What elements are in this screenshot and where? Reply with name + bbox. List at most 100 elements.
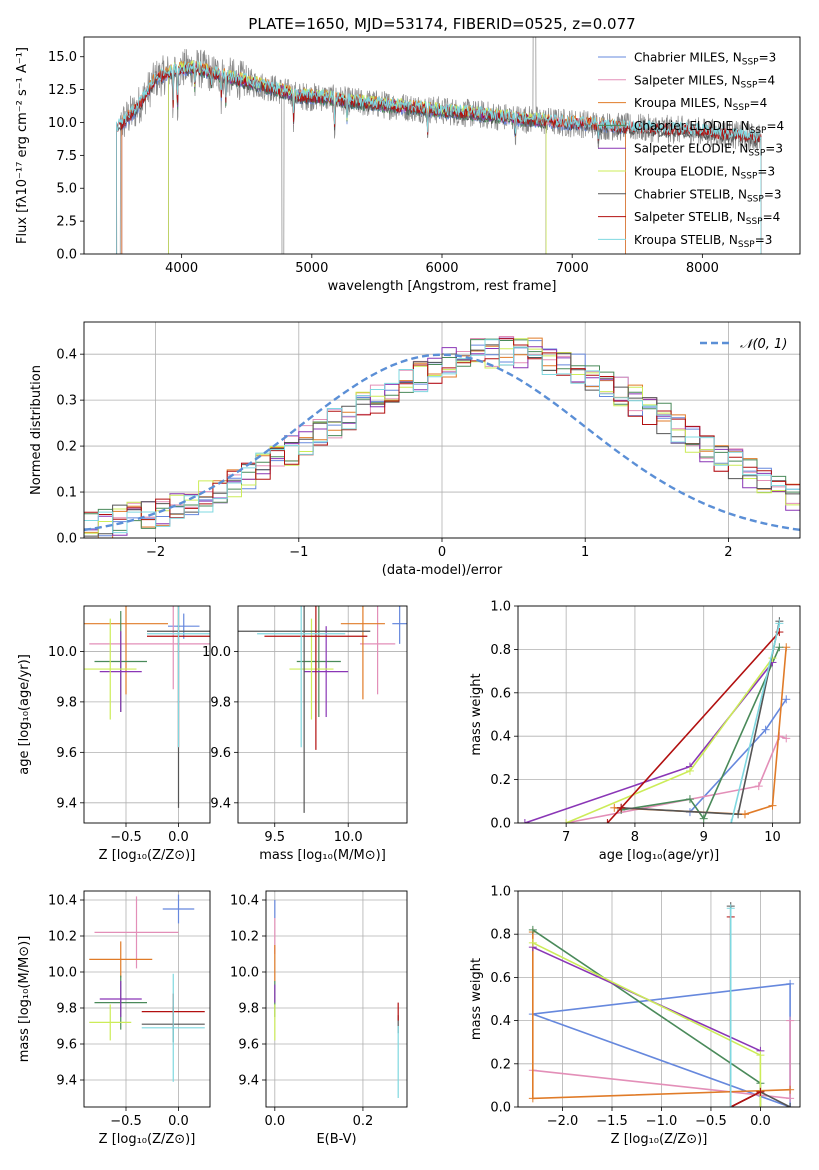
spectrum-panel: 4000 5000 6000 7000 8000 0.0 2.5 5.0 7.5 10.0 12.5… bbox=[15, 15, 801, 294]
legend-val: =3 bbox=[759, 51, 777, 65]
point-salpeter-miles bbox=[94, 896, 179, 969]
x-tick-label: 0.0 bbox=[168, 1114, 189, 1129]
y-tick-label: 10.2 bbox=[48, 930, 77, 945]
legend-entry: 𝒩(0, 1) bbox=[740, 337, 787, 352]
mass-vs-ebv-panel: 0.0 0.2 9.4 9.6 9.8 10.0 10.2 10.4 E(B-V) bbox=[230, 890, 408, 1147]
plot-frame bbox=[83, 605, 211, 824]
y-tick-label: 9.4 bbox=[238, 1074, 259, 1089]
plot-frame bbox=[517, 890, 801, 1108]
legend-val: =3 bbox=[755, 233, 773, 247]
error-bars bbox=[84, 606, 210, 808]
legend-sub: SSP bbox=[741, 80, 758, 90]
point-salpeter-elodie bbox=[99, 981, 142, 1017]
plot-frame bbox=[517, 605, 801, 824]
y-tick-label: 2.5 bbox=[56, 215, 77, 230]
y-tick-label: 0.0 bbox=[490, 817, 511, 832]
y-tick-label: 10.2 bbox=[230, 930, 259, 945]
y-tick-label: 1.0 bbox=[490, 885, 511, 900]
legend-entry: Salpeter ELODIE, NSSP=3 bbox=[634, 142, 783, 159]
x-tick-label: 4000 bbox=[165, 261, 198, 276]
x-tick-label: −0.5 bbox=[695, 1114, 727, 1129]
x-tick-label: 5000 bbox=[295, 261, 328, 276]
x-tick-label: 0.0 bbox=[264, 1114, 285, 1129]
legend-entry: Chabrier MILES, NSSP=3 bbox=[634, 51, 776, 68]
x-tick-label: 0.0 bbox=[168, 830, 189, 845]
point-kroupa-miles bbox=[89, 941, 153, 978]
x-tick-label: 0 bbox=[438, 545, 446, 560]
legend-label: Salpeter ELODIE, N bbox=[634, 142, 748, 156]
x-axis-label: age [log₁₀(age/yr)] bbox=[599, 848, 720, 863]
y-axis-label: mass weight bbox=[469, 673, 484, 755]
point-chabrier-elodie bbox=[296, 606, 341, 718]
weight-lines bbox=[520, 617, 791, 823]
legend-sub: SSP bbox=[738, 240, 755, 250]
y-tick-label: 9.8 bbox=[210, 695, 231, 710]
legend-entry: Salpeter STELIB, NSSP=4 bbox=[634, 210, 780, 227]
legend-sub: SSP bbox=[748, 149, 765, 159]
histogram-salpeter-stelib bbox=[84, 338, 800, 538]
legend-label: Chabrier MILES, N bbox=[634, 51, 742, 65]
y-tick-label: 10.0 bbox=[48, 116, 77, 131]
weight-series-chabrier-elodie bbox=[621, 646, 781, 821]
x-tick-label: −1 bbox=[289, 545, 308, 560]
x-axis-label: Z [log₁₀(Z/Z⊙)] bbox=[99, 848, 196, 863]
y-tick-label: 0.4 bbox=[490, 730, 511, 745]
legend-sub: SSP bbox=[746, 217, 763, 227]
y-tick-label: 0.0 bbox=[56, 248, 77, 263]
y-tick-label: 0.2 bbox=[490, 1057, 511, 1072]
point-salpeter-miles bbox=[89, 606, 210, 690]
point-kroupa-miles bbox=[340, 606, 385, 700]
point-salpeter-stelib bbox=[264, 606, 368, 750]
age-vs-z-panel: −0.5 0.0 9.4 9.6 9.8 10.0 Z [log₁₀(Z/Z⊙)] age [… bbox=[17, 605, 211, 863]
y-tick-label: 9.6 bbox=[210, 746, 231, 761]
x-axis-label: wavelength [Angstrom, rest frame] bbox=[328, 279, 557, 294]
y-tick-label: 0.0 bbox=[490, 1101, 511, 1116]
y-tick-label: 0.8 bbox=[490, 643, 511, 658]
y-tick-label: 10.0 bbox=[48, 645, 77, 660]
y-tick-label: 0.2 bbox=[56, 440, 77, 455]
x-tick-label: −1.0 bbox=[646, 1114, 678, 1129]
y-tick-label: 10.4 bbox=[230, 894, 259, 909]
x-tick-label: 8000 bbox=[686, 261, 719, 276]
y-tick-label: 9.4 bbox=[56, 1074, 77, 1089]
legend-label: Kroupa ELODIE, N bbox=[634, 165, 741, 179]
y-tick-label: 0.1 bbox=[56, 486, 77, 501]
weight-vs-z-panel: −2.0 −1.5 −1.0 −0.5 0.0 0.0 0.2 0.4 0.6 0.8 1.0 Z [… bbox=[469, 885, 801, 1147]
legend-sub: SSP bbox=[733, 103, 750, 113]
legend-entry: Kroupa STELIB, NSSP=3 bbox=[634, 233, 772, 250]
point-chabrier-miles bbox=[162, 894, 195, 924]
plot-frame bbox=[265, 890, 408, 1108]
y-tick-label: 0.8 bbox=[490, 928, 511, 943]
residuals-panel: −2 −1 0 1 2 0.0 0.1 0.2 0.3 0.4 (data-model)/error… bbox=[29, 321, 801, 578]
point-chabrier-miles bbox=[392, 606, 407, 644]
weight-series-salpeter-elodie bbox=[524, 661, 774, 823]
y-tick-label: 9.8 bbox=[56, 695, 77, 710]
x-axis-label: mass [log₁₀(M/M⊙)] bbox=[259, 848, 386, 863]
x-tick-label: 10 bbox=[764, 830, 781, 845]
weight-series-chabrier-elodie bbox=[532, 929, 762, 1107]
mass-vs-z-panel: −0.5 0.0 9.4 9.6 9.8 10.0 10.2 10.4 Z [log₁₀(Z/Z… bbox=[17, 890, 211, 1147]
x-tick-label: 10.0 bbox=[334, 830, 363, 845]
legend-val: =4 bbox=[763, 210, 781, 224]
x-tick-label: −0.5 bbox=[110, 1114, 142, 1129]
y-tick-label: 0.4 bbox=[490, 1014, 511, 1029]
histogram-kroupa-elodie bbox=[84, 338, 800, 538]
x-tick-label: 1 bbox=[581, 545, 589, 560]
y-axis-label: mass [log₁₀(M/M⊙)] bbox=[17, 936, 32, 1063]
x-tick-label: 8 bbox=[631, 830, 639, 845]
legend-sub: SSP bbox=[750, 126, 767, 136]
legend-label: Salpeter MILES, N bbox=[634, 73, 741, 87]
legend-val: =4 bbox=[766, 119, 784, 133]
legend-entry: Kroupa ELODIE, NSSP=3 bbox=[634, 165, 775, 182]
legend-val: =3 bbox=[765, 142, 783, 156]
point-kroupa-stelib bbox=[147, 606, 210, 748]
y-axis-label: mass weight bbox=[469, 958, 484, 1040]
y-tick-label: 0.4 bbox=[56, 348, 77, 363]
legend-entry: Salpeter MILES, NSSP=4 bbox=[634, 73, 775, 90]
x-tick-label: 0.0 bbox=[750, 1114, 771, 1129]
y-tick-label: 0.3 bbox=[56, 394, 77, 409]
point-salpeter-elodie bbox=[99, 631, 142, 712]
x-tick-label: 9.5 bbox=[264, 830, 285, 845]
legend-sub: SSP bbox=[747, 194, 764, 204]
